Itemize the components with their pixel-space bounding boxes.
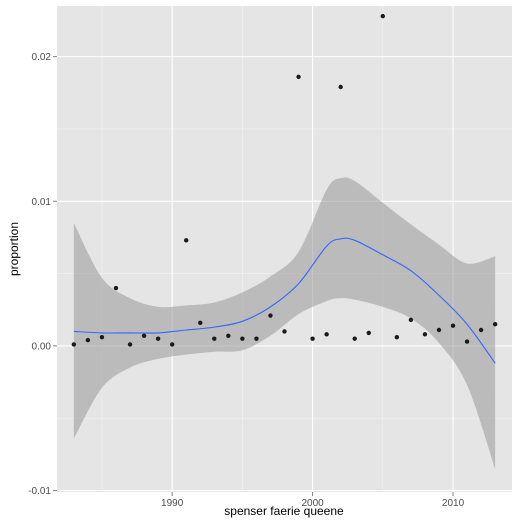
x-tick-label: 2010 [442,498,465,509]
y-tick-label: -0.01 [28,486,51,497]
data-point [464,339,470,344]
y-axis-title: proportion [7,222,21,276]
data-point [408,317,414,323]
data-point [99,335,105,340]
y-tick-label: 0.02 [32,52,52,63]
data-point [478,327,484,333]
x-axis-title: spenser faerie queene [224,504,344,518]
data-point [169,342,175,347]
data-point [352,336,357,341]
data-point [282,329,287,334]
data-point [198,320,203,325]
data-point [492,322,498,327]
data-point [155,336,161,341]
y-axis-ticks: -0.01 0.00 0.01 0.02 [28,52,57,497]
data-point [450,323,456,328]
confidence-band [73,177,496,469]
data-point [141,333,147,338]
data-point [113,285,119,291]
data-point [310,336,315,341]
x-tick-label: 1990 [161,498,184,509]
data-point [212,336,217,341]
data-point [338,84,343,90]
y-tick-label: 0.01 [32,197,52,208]
data-point [85,337,91,343]
data-point [436,327,442,333]
data-point [394,335,400,340]
smooth-line-layer [73,237,496,364]
x-axis-ticks: 1990 2000 2010 [161,492,465,509]
data-point [366,330,371,336]
data-point [380,13,386,19]
x-tick-label: 2000 [301,498,324,509]
data-point [254,336,259,341]
data-point [71,342,77,347]
data-point [240,336,245,341]
data-point [296,74,301,80]
y-tick-label: 0.00 [32,341,52,352]
data-point [324,332,329,337]
data-point [268,313,273,318]
data-point [422,332,428,337]
confidence-band-layer [73,177,496,469]
data-point [183,238,189,243]
smooth-line [73,237,496,364]
points-layer [71,13,498,347]
data-point [127,342,133,347]
data-point [226,333,231,338]
